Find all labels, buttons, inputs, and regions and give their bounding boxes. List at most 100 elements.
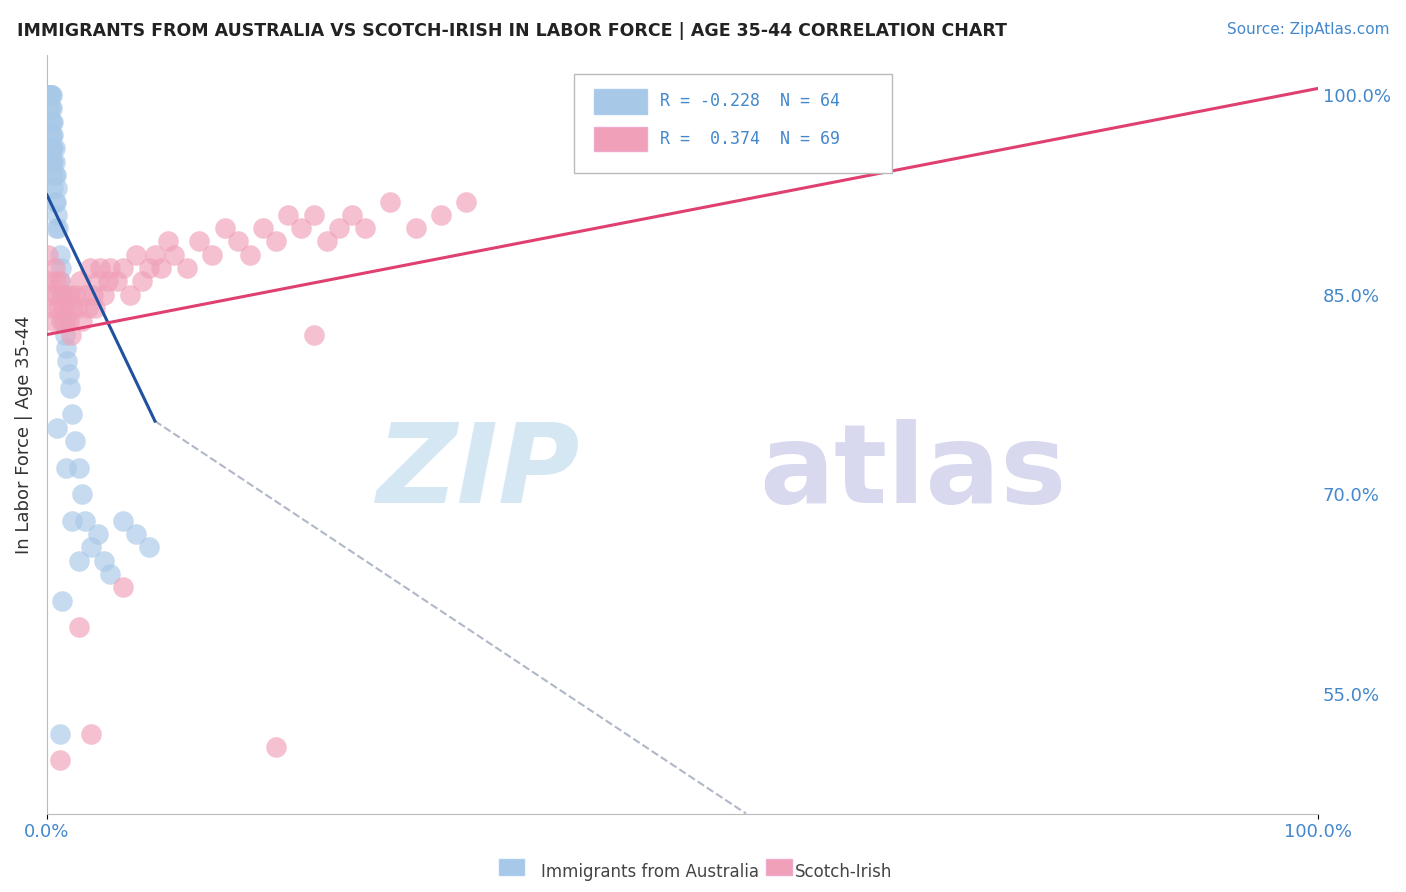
Point: [41, 128, 63, 142]
Point: [56, 354, 79, 368]
Point: [264, 235, 287, 249]
Point: [39, 88, 62, 103]
Point: [45, 221, 67, 235]
Point: [45, 168, 67, 182]
Point: [73, 287, 96, 301]
Point: [430, 208, 453, 222]
Point: [150, 260, 173, 275]
Point: [87, 274, 110, 288]
Point: [72, 487, 94, 501]
Point: [48, 727, 70, 741]
Point: [49, 260, 72, 275]
Point: [48, 753, 70, 767]
Point: [42, 141, 65, 155]
Bar: [766, 859, 792, 875]
Point: [105, 274, 128, 288]
Point: [60, 408, 83, 422]
Point: [42, 114, 65, 128]
Text: IMMIGRANTS FROM AUSTRALIA VS SCOTCH-IRISH IN LABOR FORCE | AGE 35-44 CORRELATION: IMMIGRANTS FROM AUSTRALIA VS SCOTCH-IRIS…: [17, 22, 1007, 40]
Point: [66, 301, 89, 315]
Point: [277, 208, 299, 222]
Point: [67, 554, 90, 568]
Point: [100, 260, 122, 275]
Point: [48, 248, 70, 262]
Point: [46, 181, 69, 195]
Point: [163, 248, 186, 262]
Point: [67, 460, 90, 475]
Point: [340, 208, 363, 222]
Point: [38, 88, 60, 103]
Point: [131, 274, 153, 288]
Point: [46, 208, 69, 222]
Point: [73, 514, 96, 528]
Text: Immigrants from Australia: Immigrants from Australia: [541, 863, 759, 881]
Point: [67, 620, 90, 634]
Text: R = -0.228  N = 64: R = -0.228 N = 64: [659, 92, 839, 110]
Point: [55, 287, 77, 301]
Bar: [499, 859, 524, 875]
Point: [201, 248, 224, 262]
Point: [63, 434, 86, 448]
Point: [44, 168, 66, 182]
Point: [51, 593, 73, 607]
Text: ZIP: ZIP: [377, 418, 581, 525]
Text: atlas: atlas: [759, 418, 1066, 525]
Point: [41, 141, 63, 155]
Point: [60, 514, 83, 528]
Point: [39, 287, 62, 301]
Point: [41, 168, 63, 182]
Point: [112, 260, 135, 275]
Point: [51, 287, 73, 301]
Point: [264, 740, 287, 755]
Point: [56, 301, 79, 315]
Point: [112, 514, 135, 528]
Point: [38, 88, 60, 103]
Point: [315, 235, 337, 249]
Point: [46, 221, 69, 235]
Point: [58, 314, 80, 328]
Point: [125, 248, 148, 262]
Point: [39, 141, 62, 155]
Point: [72, 314, 94, 328]
Point: [138, 541, 160, 555]
Point: [52, 301, 75, 315]
Point: [456, 194, 478, 209]
Point: [44, 141, 66, 155]
Point: [69, 274, 91, 288]
Point: [76, 301, 98, 315]
Point: [39, 101, 62, 115]
Point: [53, 327, 76, 342]
Point: [328, 221, 350, 235]
Point: [302, 327, 325, 342]
Point: [46, 287, 69, 301]
Point: [41, 101, 63, 115]
Point: [55, 341, 77, 355]
Point: [42, 128, 65, 142]
Point: [55, 460, 77, 475]
Point: [52, 314, 75, 328]
Point: [252, 221, 274, 235]
Point: [37, 88, 59, 103]
Text: Source: ZipAtlas.com: Source: ZipAtlas.com: [1226, 22, 1389, 37]
Point: [60, 327, 83, 342]
Point: [239, 248, 262, 262]
Point: [100, 567, 122, 582]
FancyBboxPatch shape: [575, 74, 893, 173]
Point: [42, 314, 65, 328]
Point: [58, 368, 80, 382]
Point: [46, 301, 69, 315]
Point: [290, 221, 312, 235]
Point: [46, 421, 69, 435]
Point: [143, 248, 166, 262]
Point: [38, 101, 60, 115]
Point: [39, 128, 62, 142]
Point: [53, 314, 76, 328]
Text: R =  0.374  N = 69: R = 0.374 N = 69: [659, 129, 839, 147]
Point: [80, 541, 103, 555]
Point: [125, 527, 148, 541]
FancyBboxPatch shape: [593, 128, 647, 152]
Text: Scotch-Irish: Scotch-Irish: [794, 863, 891, 881]
Point: [59, 381, 82, 395]
Point: [39, 88, 62, 103]
Point: [38, 274, 60, 288]
